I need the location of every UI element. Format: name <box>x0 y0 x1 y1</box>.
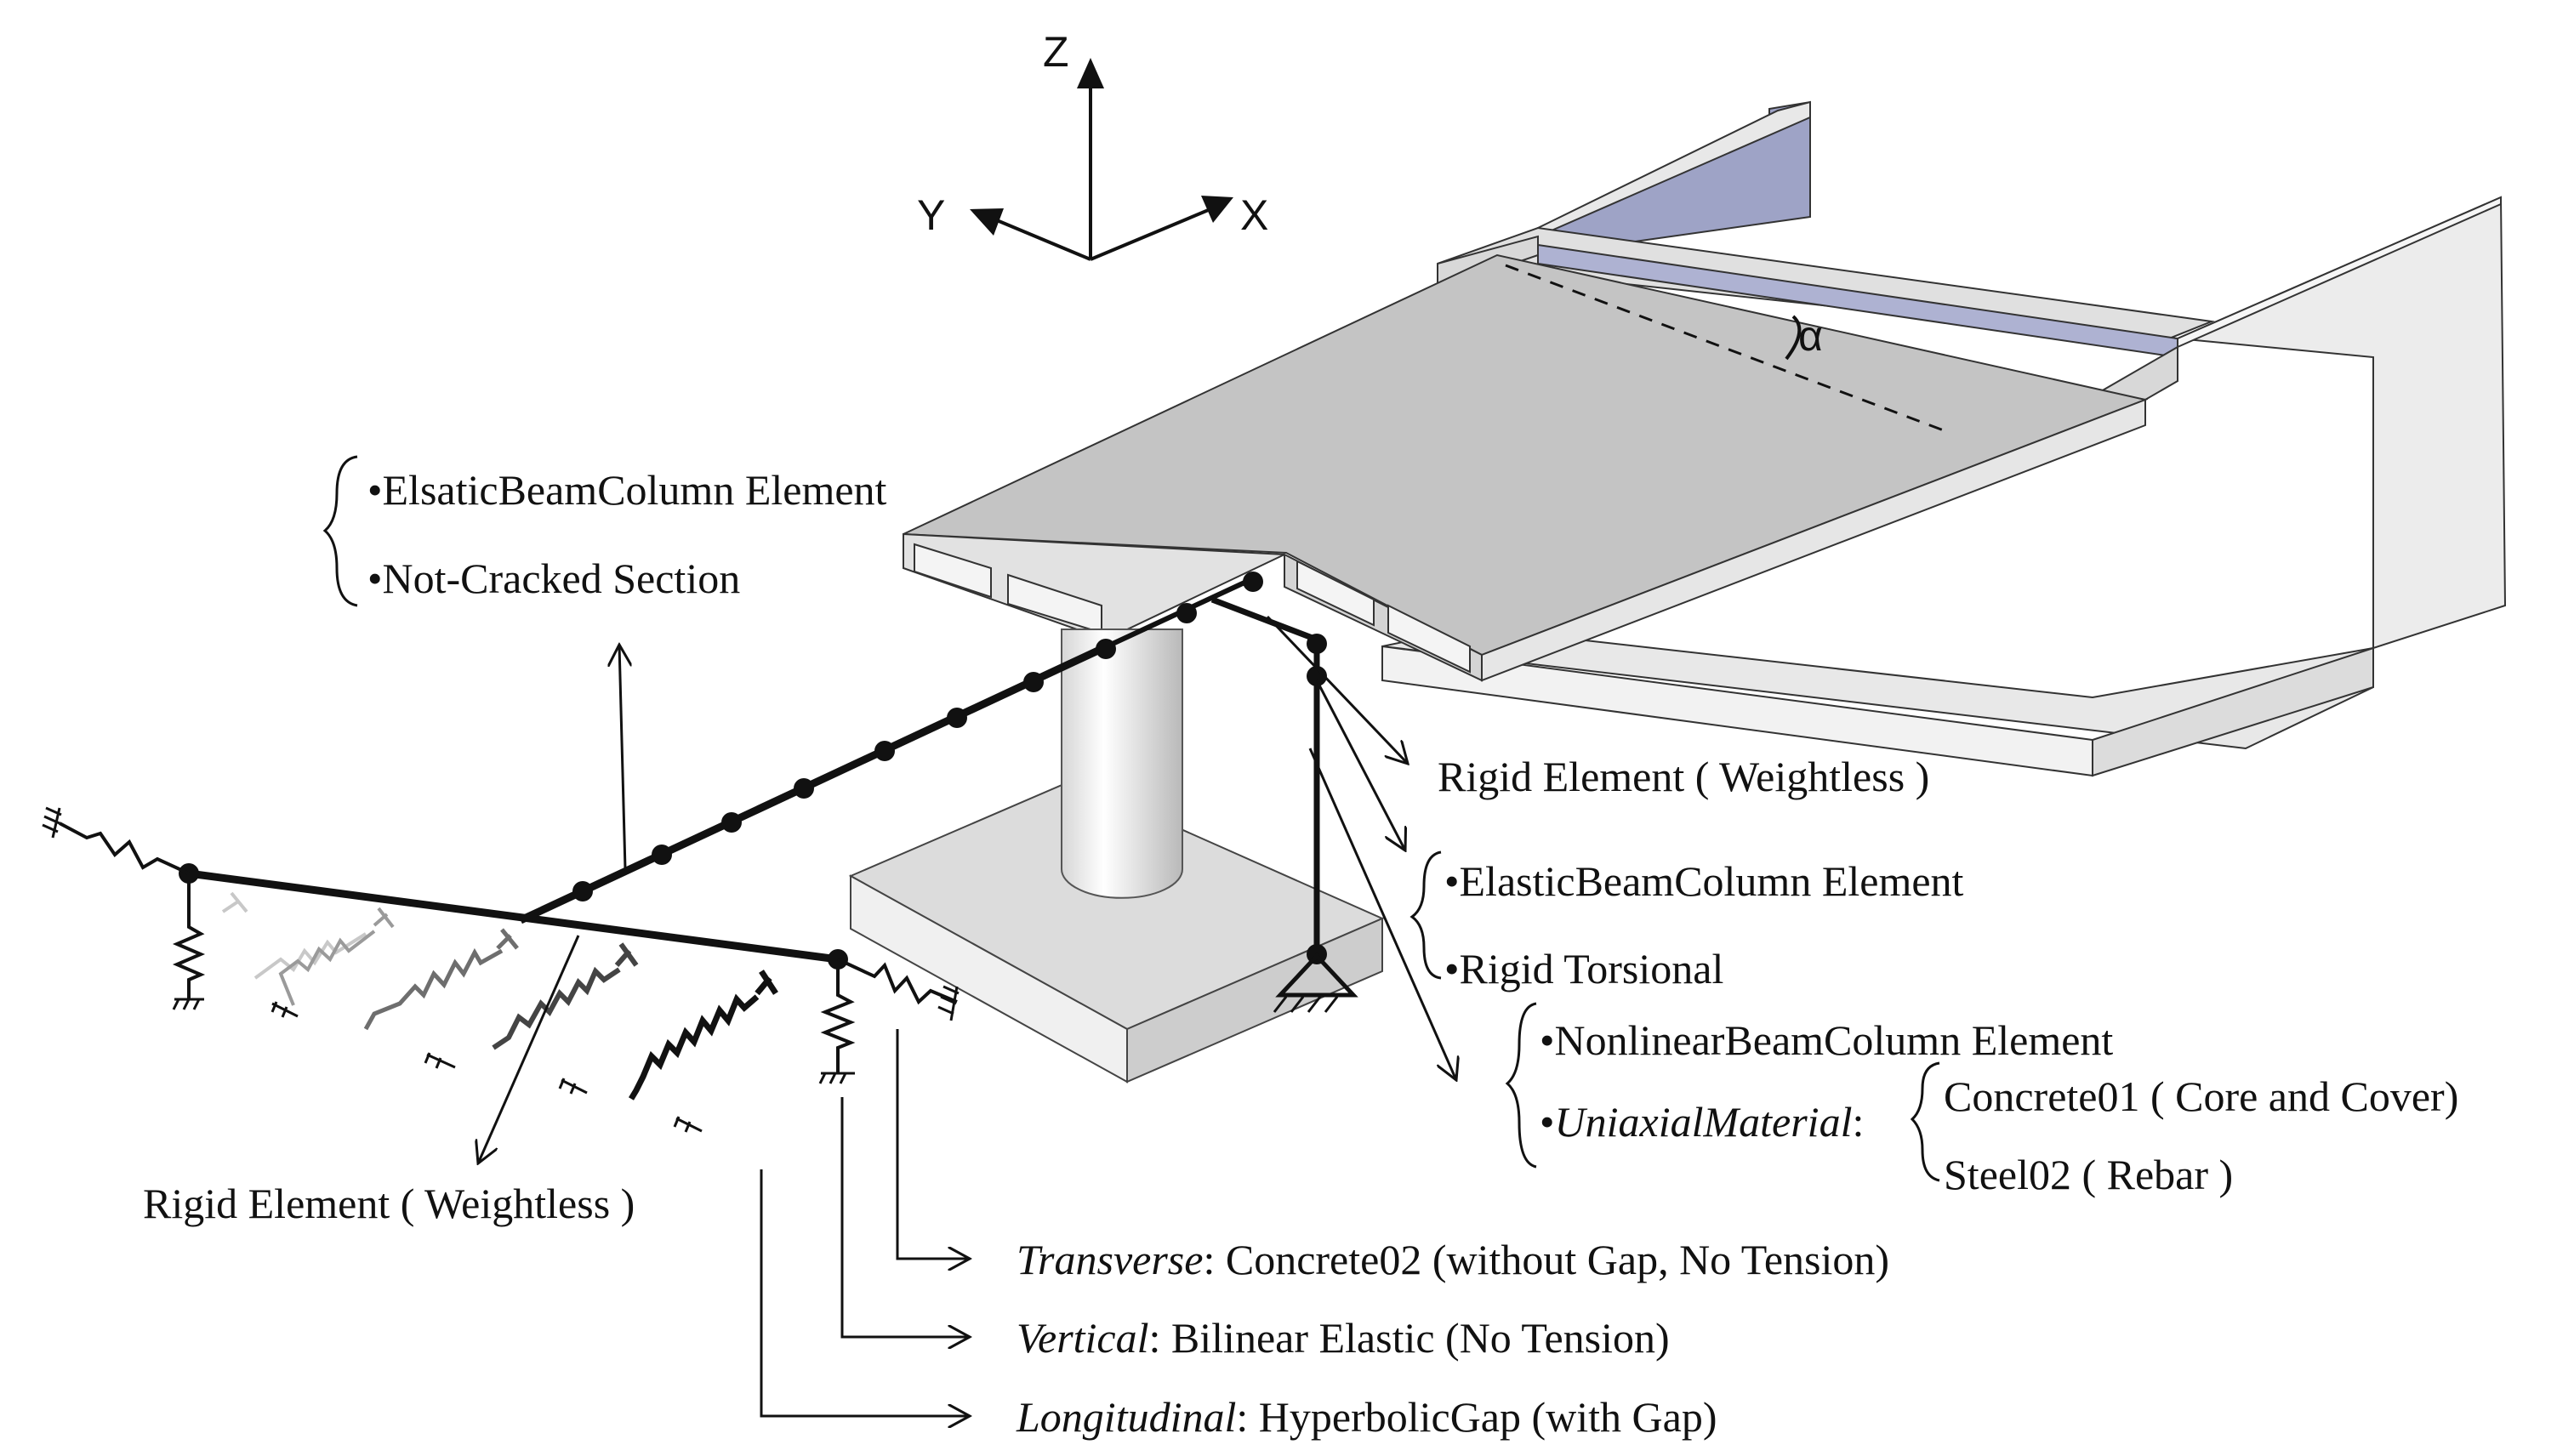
bridge-deck: α <box>903 253 2149 682</box>
model-node <box>947 708 967 728</box>
label-column-element: •NonlinearBeamColumn Element <box>1540 1016 2113 1064</box>
skew-reference-line <box>1505 264 1949 434</box>
label-vertical: Vertical: Bilinear Elastic (No Tension) <box>1017 1314 1670 1362</box>
uniaxial-colon: : <box>1852 1098 1864 1146</box>
spring-longitudinal-2 <box>271 907 395 1018</box>
leader-transverse <box>896 1029 970 1259</box>
spring-vertical-left <box>172 873 206 999</box>
label-rigid-right: Rigid Element ( Weightless ) <box>1438 753 1929 800</box>
brace-cap <box>1409 850 1442 980</box>
rigid-offset-link <box>1210 596 1318 643</box>
spring-ground-hatch <box>172 998 204 1010</box>
model-node <box>1307 634 1327 654</box>
model-node <box>1307 666 1327 686</box>
deck-box-cell-3 <box>1296 560 1375 627</box>
label-cap-torsion: •Rigid Torsional <box>1444 945 1723 992</box>
pin-support <box>1275 953 1358 998</box>
model-node <box>1176 603 1197 623</box>
z-axis-label: Z <box>1043 28 1069 76</box>
model-node <box>1243 572 1263 592</box>
x-axis-line <box>1090 205 1217 261</box>
leader-column-element <box>1308 748 1456 1080</box>
spring-vertical-right <box>820 959 856 1073</box>
abutment-springs <box>42 806 960 1133</box>
leader-cap-element <box>1315 680 1405 850</box>
label-concrete: Concrete01 ( Core and Cover) <box>1944 1072 2458 1120</box>
leader-rigid-left <box>478 935 580 1163</box>
spring-ground-hatch <box>937 985 960 1021</box>
model-node <box>721 812 742 833</box>
skew-angle-label: α <box>1798 312 1823 360</box>
label-steel: Steel02 ( Rebar ) <box>1944 1151 2233 1198</box>
deck-box-cell-4 <box>1387 604 1471 674</box>
model-node <box>1023 672 1044 692</box>
abutment-footing-side <box>2092 646 2374 777</box>
deck-end-face <box>1481 398 2146 682</box>
label-braces <box>322 455 1940 1182</box>
spring-ground-hatch <box>42 806 62 839</box>
leader-arrows <box>478 615 1456 1416</box>
spring-longitudinal-5 <box>628 970 778 1133</box>
spring-transverse-left <box>59 822 190 875</box>
model-node <box>572 881 593 901</box>
pin-support-ground <box>1273 996 1339 1013</box>
spring-transverse-right <box>837 958 958 1005</box>
model-node <box>652 845 672 865</box>
pier <box>848 628 1385 1083</box>
label-deck-element: •ElsaticBeamColumn Element <box>367 466 887 514</box>
structural-model <box>179 572 1358 1013</box>
skew-angle-arc <box>1785 315 1802 361</box>
abutment-right-wingwall-top <box>2177 196 2502 349</box>
x-axis-arrowhead <box>1201 196 1233 223</box>
longitudinal-italic: Longitudinal <box>1016 1393 1236 1441</box>
abutment-right-wingwall <box>2174 196 2507 650</box>
label-transverse: Transverse: Concrete02 (without Gap, No … <box>1017 1236 1889 1283</box>
longitudinal-rest: : HyperbolicGap (with Gap) <box>1236 1393 1717 1441</box>
vertical-italic: Vertical <box>1017 1314 1149 1362</box>
label-uniaxial-material: •UniaxialMaterial: <box>1540 1098 1864 1146</box>
label-cap-element: •ElasticBeamColumn Element <box>1444 857 1964 905</box>
brace-deck <box>322 455 358 607</box>
z-axis-arrowhead <box>1077 58 1104 88</box>
leader-rigid-right <box>1266 615 1408 764</box>
transverse-rest: : Concrete02 (without Gap, No Tension) <box>1203 1236 1889 1283</box>
leader-vertical <box>840 1097 970 1337</box>
model-node <box>1096 639 1116 659</box>
uniaxial-italic: UniaxialMaterial <box>1555 1098 1853 1146</box>
brace-material <box>1910 1061 1940 1182</box>
x-axis-label: X <box>1240 191 1268 239</box>
text-labels: •ElsaticBeamColumn Element •Not-Cracked … <box>143 466 2458 1441</box>
deck-box-cell-1 <box>914 543 992 599</box>
label-rigid-left: Rigid Element ( Weightless ) <box>143 1180 635 1227</box>
y-axis-line <box>986 214 1091 261</box>
label-longitudinal: Longitudinal: HyperbolicGap (with Gap) <box>1016 1393 1717 1441</box>
brace-column <box>1505 1002 1537 1169</box>
y-axis-label: Y <box>917 191 945 239</box>
leader-longitudinal <box>760 1169 970 1416</box>
leader-deck-element <box>619 645 625 870</box>
model-node <box>874 741 895 761</box>
spring-longitudinal-3 <box>363 928 519 1069</box>
coordinate-axes: Z Y X <box>917 28 1268 261</box>
transverse-italic: Transverse <box>1017 1236 1203 1283</box>
y-axis-arrowhead <box>970 208 1004 236</box>
uniaxial-bullet: • <box>1540 1098 1555 1146</box>
vertical-rest: : Bilinear Elastic (No Tension) <box>1149 1314 1670 1362</box>
label-deck-section: •Not-Cracked Section <box>367 555 740 602</box>
model-node <box>794 778 814 799</box>
spring-ground-hatch <box>818 1072 855 1084</box>
spring-longitudinal-4 <box>492 942 639 1095</box>
pier-column <box>1061 628 1183 899</box>
abutment-rigid-beam <box>188 869 839 964</box>
